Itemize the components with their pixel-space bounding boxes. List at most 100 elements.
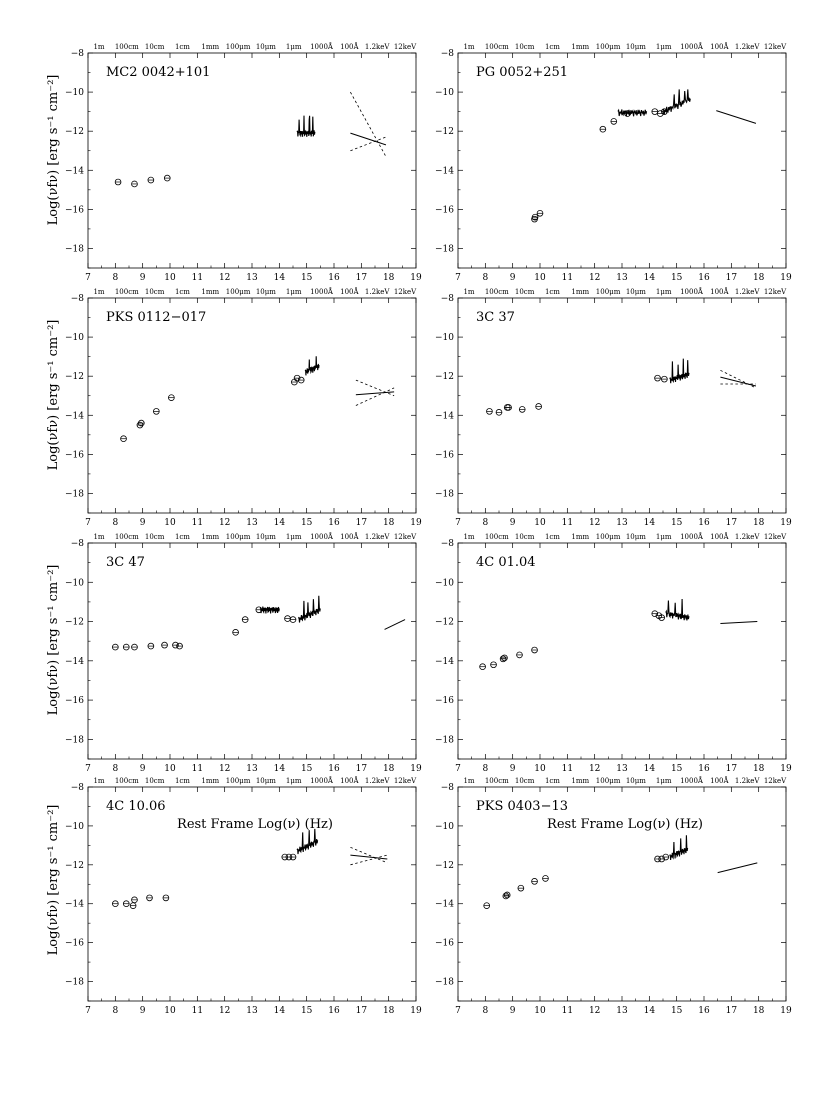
ylabel-row-1: Log(νfν) [erg s⁻¹ cm⁻²]: [46, 75, 61, 226]
x-tick-label: 7: [455, 1006, 461, 1016]
wavelength-label: 10μm: [256, 288, 276, 296]
y-tick-label: −10: [65, 88, 84, 98]
wavelength-label: 12keV: [764, 288, 787, 296]
x-tick-label: 15: [301, 764, 313, 774]
wavelength-label: 12keV: [394, 288, 417, 296]
x-tick-label: 14: [644, 273, 656, 283]
wavelength-label: 100cm: [485, 777, 509, 785]
panel-5: 7 8 9 10 11 12 13 14 15 16 17 18 19 −8 −10 −12 −14 −16 −18…: [65, 532, 422, 774]
wavelength-label: 100cm: [485, 43, 509, 51]
optical-spectrum: [665, 598, 690, 621]
wavelength-label: 10cm: [145, 43, 165, 51]
x-tick-label: 19: [780, 518, 792, 528]
wavelength-label: 10cm: [515, 777, 535, 785]
wavelength-label: 1.2keV: [365, 43, 391, 51]
x-tick-label: 7: [455, 764, 461, 774]
panel-8: 7 8 9 10 11 12 13 14 15 16 17 18 19 −8 −10 −12 −14 −16 −18…: [435, 776, 792, 1016]
y-tick-label: −12: [65, 861, 84, 871]
y-tick-label: −8: [71, 783, 85, 793]
wavelength-label: 1cm: [175, 533, 190, 541]
wavelength-label: 12keV: [764, 43, 787, 51]
panel-frame: [457, 52, 787, 269]
wavelength-label: 10μm: [626, 533, 646, 541]
y-tick-label: −16: [435, 939, 454, 949]
wavelength-label: 1cm: [545, 533, 560, 541]
x-tick-label: 19: [780, 1006, 792, 1016]
wavelength-label: 1m: [463, 288, 474, 296]
y-tick-label: −16: [65, 696, 84, 706]
panel-title: PKS 0403−13: [476, 799, 568, 814]
wavelength-label: 100Å: [340, 532, 359, 541]
x-tick-label: 11: [192, 518, 203, 528]
wavelength-label: 100μm: [596, 533, 621, 541]
x-tick-label: 16: [698, 518, 710, 528]
x-tick-label: 7: [85, 518, 91, 528]
wavelength-label: 10μm: [626, 288, 646, 296]
wavelength-label: 10cm: [515, 288, 535, 296]
x-tick-label: 9: [510, 518, 516, 528]
panel-4: 7 8 9 10 11 12 13 14 15 16 17 18 19 −8 −10 −12 −14 −16 −18…: [435, 287, 792, 528]
x-tick-label: 11: [562, 1006, 573, 1016]
wavelength-label: 1.2keV: [365, 288, 391, 296]
y-tick-label: −14: [65, 657, 84, 667]
y-tick-label: −16: [435, 205, 454, 215]
wavelength-label: 1m: [463, 43, 474, 51]
ir-spectrum: [259, 606, 280, 614]
x-tick-label: 19: [410, 764, 422, 774]
ylabel-row-3: Log(νfν) [erg s⁻¹ cm⁻²]: [46, 565, 61, 716]
y-tick-label: −12: [65, 618, 84, 628]
panel-title: 4C 10.06: [106, 799, 166, 814]
x-tick-label: 15: [301, 273, 313, 283]
y-tick-label: −10: [435, 578, 454, 588]
y-tick-label: −16: [435, 450, 454, 460]
x-tick-label: 11: [192, 764, 203, 774]
y-tick-label: −8: [71, 539, 85, 549]
y-tick-label: −18: [435, 978, 454, 988]
x-tick-label: 19: [780, 273, 792, 283]
wavelength-label: 1m: [93, 288, 104, 296]
xlabel-left: Rest Frame Log(ν) (Hz): [177, 817, 333, 832]
x-tick-label: 16: [328, 518, 340, 528]
wavelength-label: 1000Å: [310, 532, 334, 541]
wavelength-label: 100μm: [226, 533, 251, 541]
xray-error-bound: [720, 369, 757, 389]
xray-powerlaw: [384, 619, 406, 630]
x-tick-label: 10: [534, 1006, 546, 1016]
x-tick-label: 15: [671, 273, 683, 283]
xray-powerlaw: [717, 862, 758, 874]
wavelength-label: 1μm: [656, 777, 672, 785]
x-tick-label: 14: [644, 518, 656, 528]
x-tick-label: 12: [219, 764, 230, 774]
wavelength-label: 1.2keV: [735, 288, 761, 296]
x-tick-label: 18: [383, 764, 395, 774]
wavelength-label: 1.2keV: [735, 533, 761, 541]
y-tick-label: −12: [435, 618, 454, 628]
x-tick-label: 13: [246, 518, 258, 528]
wavelength-label: 100Å: [340, 42, 359, 51]
x-tick-label: 12: [219, 273, 230, 283]
wavelength-label: 1mm: [201, 288, 219, 296]
xray-powerlaw: [355, 391, 395, 396]
x-tick-label: 14: [644, 764, 656, 774]
wavelength-label: 100Å: [340, 776, 359, 785]
x-tick-label: 12: [219, 518, 230, 528]
x-tick-label: 18: [383, 273, 395, 283]
wavelength-label: 1mm: [201, 533, 219, 541]
wavelength-label: 100Å: [340, 287, 359, 296]
xray-error-bound: [355, 379, 395, 397]
x-tick-label: 7: [455, 518, 461, 528]
y-tick-label: −14: [65, 411, 84, 421]
panel-title: 3C 37: [476, 310, 515, 325]
x-tick-label: 17: [726, 1006, 738, 1016]
wavelength-label: 1.2keV: [735, 777, 761, 785]
wavelength-label: 1cm: [545, 777, 560, 785]
x-tick-label: 9: [140, 518, 146, 528]
xray-powerlaw: [720, 376, 757, 387]
wavelength-label: 1μm: [286, 43, 302, 51]
x-tick-label: 13: [616, 273, 628, 283]
y-tick-label: −12: [435, 861, 454, 871]
wavelength-label: 1000Å: [310, 42, 334, 51]
wavelength-label: 12keV: [764, 533, 787, 541]
x-tick-label: 8: [482, 1006, 488, 1016]
wavelength-label: 10cm: [145, 777, 165, 785]
